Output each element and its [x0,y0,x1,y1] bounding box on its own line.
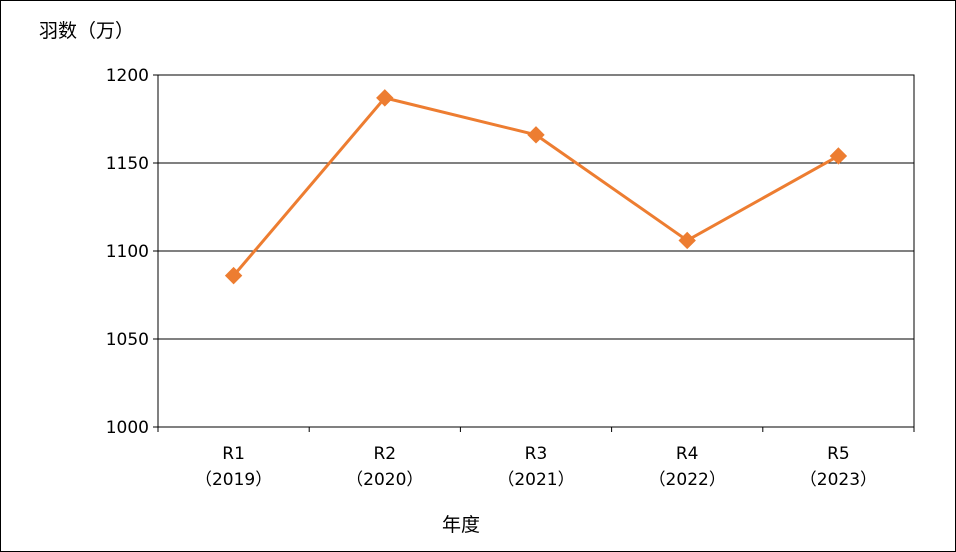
data-point [678,231,696,250]
x-tick-label-year: （2021） [497,470,574,490]
x-tick-label: R4 [676,444,699,464]
x-tick-label: R2 [373,444,396,464]
series-line [232,96,840,277]
x-axis: R1 （2019） R2 （2020） R3 （2021） R4 （2022） R5 （2023） [157,427,915,490]
data-point [224,266,243,285]
y-tick-label: 1050 [106,330,149,350]
data-point [376,89,394,107]
x-tick-label: R1 [222,444,245,464]
y-tick-label: 1200 [106,66,149,86]
y-tick-label: 1000 [106,418,149,438]
y-axis: 1000 1050 1100 1150 1200 [106,66,158,438]
x-tick-label-year: （2023） [800,470,877,490]
x-axis-title: 年度 [442,514,480,536]
gridlines [158,162,914,340]
x-tick-label-year: （2019） [195,470,272,490]
x-tick-label-year: （2022） [649,470,726,490]
series-layer [224,89,848,285]
data-point [829,147,848,165]
x-tick-label-year: （2020） [346,470,423,490]
y-tick-label: 1150 [106,154,149,174]
y-tick-label: 1100 [106,242,149,262]
y-axis-title: 羽数（万） [39,20,134,42]
x-tick-label: R3 [525,444,548,464]
x-tick-label: R5 [827,444,850,464]
data-point [527,126,545,144]
